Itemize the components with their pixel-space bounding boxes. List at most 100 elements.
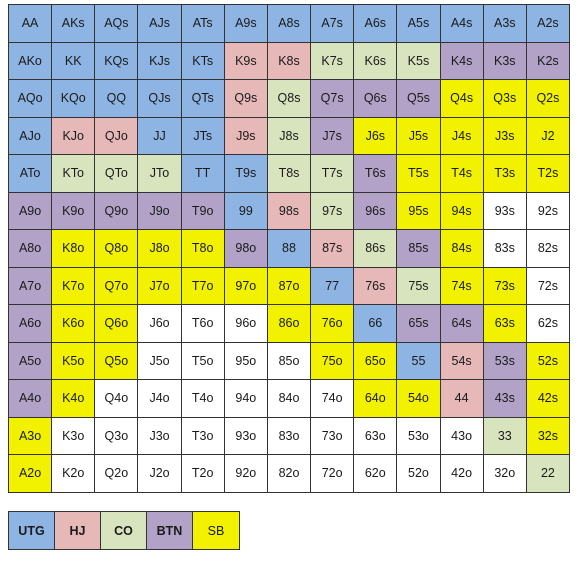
hand-cell: 87o [267,267,312,305]
hand-cell: Q2o [95,455,139,493]
hand-cell: A5s [397,5,441,43]
hand-cell: Q3s [483,80,527,118]
hand-cell: 72o [311,455,355,493]
hand-cell: T2o [181,455,225,493]
hand-cell: TT [181,155,225,193]
hand-cell: K2o [52,455,96,493]
hand-cell: T4o [181,380,225,418]
hand-cell: 85s [397,230,441,268]
hand-cell: 62o [354,455,398,493]
hand-cell: A8o [9,230,53,268]
hand-cell: J4s [440,117,484,155]
hand-cell: 22 [526,455,570,493]
hand-cell: 82o [267,455,312,493]
hand-cell: 42o [440,455,484,493]
hand-cell: K6o [52,305,96,343]
hand-cell: 96s [354,192,398,230]
hand-cell: 54o [397,380,441,418]
hand-cell: 63s [483,305,527,343]
legend-co: CO [101,512,147,549]
hand-cell: KQs [95,42,139,80]
hand-cell: T7o [181,267,225,305]
hand-cell: QTs [181,80,225,118]
hand-cell: AA [9,5,53,43]
hand-cell: KTs [181,42,225,80]
hand-cell: J9s [224,117,268,155]
hand-cell: KQo [52,80,96,118]
hand-cell: K2s [526,42,570,80]
hand-cell: Q9s [224,80,268,118]
hand-cell: T8s [267,155,312,193]
hand-cell: 83s [483,230,527,268]
hand-cell: AKs [52,5,96,43]
hand-cell: 44 [440,380,484,418]
hand-cell: 92s [526,192,570,230]
hand-cell: AQo [9,80,53,118]
hand-cell: Q7s [311,80,355,118]
hand-cell: Q3o [95,417,139,455]
hand-cell: 73o [311,417,355,455]
hand-cell: A5o [9,342,53,380]
hand-cell: 64o [354,380,398,418]
hand-cell: 95s [397,192,441,230]
hand-cell: 43o [440,417,484,455]
hand-cell: 62s [526,305,570,343]
hand-cell: 74o [311,380,355,418]
hand-cell: 74s [440,267,484,305]
hand-cell: T3s [483,155,527,193]
hand-cell: Q8o [95,230,139,268]
hand-cell: 53o [397,417,441,455]
hand-cell: JTs [181,117,225,155]
hand-cell: A4s [440,5,484,43]
hand-cell: 64s [440,305,484,343]
hand-cell: J6o [138,305,182,343]
hand-cell: T6s [354,155,398,193]
hand-cell: 73s [483,267,527,305]
hand-cell: KJo [52,117,96,155]
hand-cell: Q5o [95,342,139,380]
hand-cell: J5s [397,117,441,155]
hand-cell: K9o [52,192,96,230]
hand-cell: 97s [311,192,355,230]
hand-cell: JTo [138,155,182,193]
position-legend: UTG HJ CO BTN SB [8,511,240,550]
hand-cell: 99 [224,192,268,230]
hand-cell: 94o [224,380,268,418]
hand-cell: J8s [267,117,312,155]
hand-cell: ATo [9,155,53,193]
hand-cell: 87s [311,230,355,268]
hand-cell: K5s [397,42,441,80]
hand-cell: 98o [224,230,268,268]
hand-cell: AJs [138,5,182,43]
hand-cell: A8s [267,5,312,43]
hand-cell: 83o [267,417,312,455]
legend-btn: BTN [147,512,193,549]
hand-cell: 92o [224,455,268,493]
hand-cell: A2s [526,5,570,43]
hand-cell: K7o [52,267,96,305]
hand-cell: 55 [397,342,441,380]
hand-cell: Q2s [526,80,570,118]
hand-cell: K5o [52,342,96,380]
hand-cell: 75s [397,267,441,305]
hand-cell: 77 [311,267,355,305]
hand-cell: 65o [354,342,398,380]
hand-cell: K9s [224,42,268,80]
hand-cell: Q8s [267,80,312,118]
hand-cell: J3s [483,117,527,155]
hand-cell: 95o [224,342,268,380]
legend-sb: SB [193,512,239,549]
hand-cell: 86s [354,230,398,268]
hand-cell: 63o [354,417,398,455]
hand-cell: A9s [224,5,268,43]
hand-cell: J7s [311,117,355,155]
hand-cell: J5o [138,342,182,380]
hand-cell: AQs [95,5,139,43]
hand-cell: A6s [354,5,398,43]
hand-cell: T9s [224,155,268,193]
hand-cell: 33 [483,417,527,455]
hand-cell: 93s [483,192,527,230]
hand-cell: ATs [181,5,225,43]
hand-cell: A9o [9,192,53,230]
hand-cell: K4s [440,42,484,80]
